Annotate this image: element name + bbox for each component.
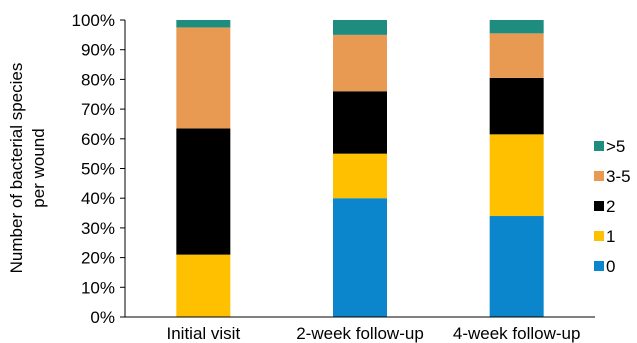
y-tick-label: 0%	[90, 308, 115, 327]
bar-segment	[333, 91, 387, 154]
legend-label: 1	[606, 227, 615, 246]
bar-segment	[489, 216, 544, 317]
y-tick-label: 30%	[81, 219, 115, 238]
y-tick-label: 80%	[81, 70, 115, 89]
bar-segment	[489, 33, 544, 78]
legend-swatch	[594, 201, 604, 211]
y-tick-label: 90%	[81, 41, 115, 60]
bars	[176, 20, 544, 317]
legend-swatch	[594, 141, 604, 151]
y-tick-label: 40%	[81, 189, 115, 208]
bar-segment	[333, 20, 387, 35]
bar-segment	[176, 128, 231, 255]
y-tick-label: 60%	[81, 130, 115, 149]
legend-swatch	[594, 231, 604, 241]
bar-segment	[489, 134, 544, 217]
y-tick-label: 50%	[81, 160, 115, 179]
bar-segment	[333, 198, 387, 317]
legend: >5 3-5 2 1 0	[594, 137, 631, 276]
x-axis-ticks: Initial visit 2-week follow-up 4-week foll…	[166, 324, 580, 343]
y-tick-label: 70%	[81, 100, 115, 119]
bar-segment	[333, 34, 387, 92]
y-tick-label: 20%	[81, 249, 115, 268]
legend-label: 2	[606, 197, 615, 216]
bar-segment	[489, 77, 544, 135]
y-tick-label: 10%	[81, 278, 115, 297]
y-axis-label-line2: per wound	[29, 128, 48, 207]
legend-swatch	[594, 171, 604, 181]
y-axis-label: Number of bacterial species per wound	[7, 63, 48, 274]
bar-segment	[333, 153, 387, 199]
y-tick-label: 100%	[72, 11, 115, 30]
bar-segment	[176, 20, 231, 28]
legend-label: 3-5	[606, 167, 631, 186]
bar-segment	[176, 254, 231, 317]
bar-segment	[176, 27, 231, 129]
bar-segment	[489, 20, 544, 34]
x-tick-label: 4-week follow-up	[453, 324, 581, 343]
legend-label: 0	[606, 257, 615, 276]
legend-swatch	[594, 261, 604, 271]
legend-label: >5	[606, 137, 625, 156]
y-axis-ticks: 0% 10% 20% 30% 40% 50% 60% 70% 80% 90% 100%	[72, 11, 125, 327]
y-axis-label-line1: Number of bacterial species	[7, 63, 26, 274]
x-tick-label: Initial visit	[166, 324, 240, 343]
x-tick-label: 2-week follow-up	[296, 324, 424, 343]
